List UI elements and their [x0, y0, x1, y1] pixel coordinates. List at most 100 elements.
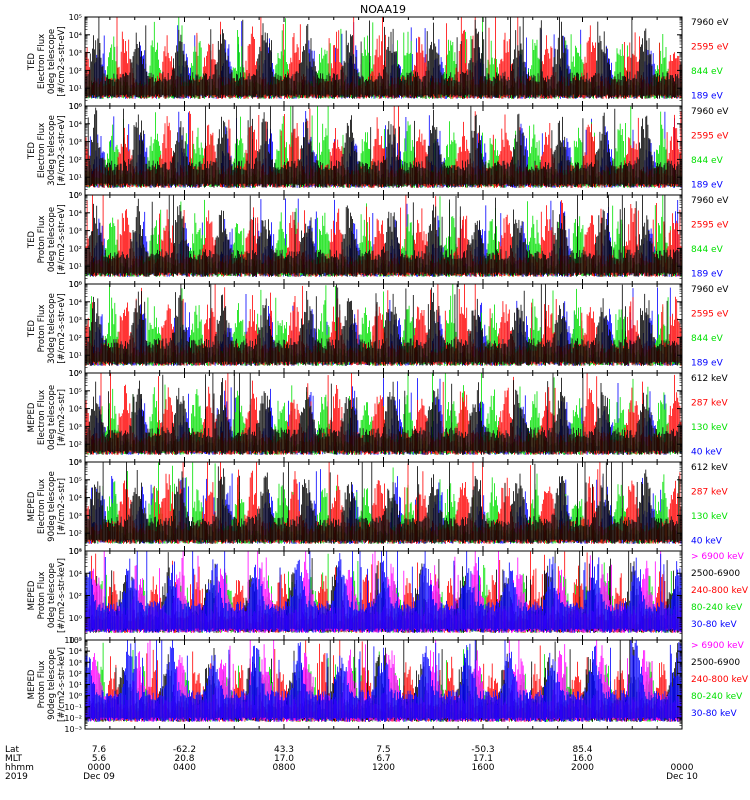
y-tick-label: 10⁴ — [69, 31, 82, 40]
y-tick-label: 10⁶ — [69, 458, 82, 467]
legend-entry: 80-240 keV — [691, 692, 743, 702]
y-tick-label: 10¹ — [69, 84, 82, 93]
x-lat-label: 85.4 — [572, 745, 592, 755]
legend-entry: 40 keV — [691, 448, 723, 458]
y-axis-label: TED — [27, 319, 37, 338]
y-tick-label: 10¹ — [69, 262, 82, 271]
y-axis-label: Proton Flux — [37, 305, 47, 353]
x-mlt-label: 17.1 — [473, 754, 493, 764]
y-tick-label: 10² — [69, 592, 82, 601]
legend-entry: 287 keV — [691, 488, 728, 498]
panel-ted-p-90: 10⁰ 10¹ 10² 10³ 10⁴ 10⁵ TED Proton Flux 30deg te… — [27, 280, 729, 378]
y-tick-label: 10³ — [69, 511, 82, 520]
y-tick-label: 10² — [69, 66, 82, 75]
legend-entry: > 6900 keV — [691, 552, 745, 562]
x-mlt-label: 17.0 — [274, 754, 294, 764]
y-tick-label: 10⁴ — [69, 120, 82, 129]
y-tick-label: 10¹ — [69, 458, 82, 467]
y-axis-label: MEPED — [27, 669, 37, 699]
y-axis-label: 90deg telescope — [47, 471, 57, 542]
x-mlt-label: 20.8 — [174, 754, 194, 764]
y-tick-label: 10⁰ — [69, 102, 82, 111]
legend-entry: 240-800 keV — [691, 675, 749, 685]
series-trace — [84, 640, 682, 722]
x-hhmm-label: 0000 — [671, 763, 694, 773]
y-tick-label: 10⁶ — [69, 369, 82, 378]
y-axis-label: 90deg telescope — [47, 649, 57, 720]
y-axis-label: [#/cm2-s-str-eV] — [57, 26, 67, 96]
y-axis-label: MEPED — [27, 402, 37, 432]
y-tick-label: 10² — [69, 244, 82, 253]
y-axis-label: [#/cm2-s-str] — [57, 389, 67, 446]
y-axis-label: TED — [27, 52, 37, 71]
x-hhmm-label: 2000 — [571, 763, 594, 773]
y-tick-label: 10⁴ — [69, 209, 82, 218]
y-tick-label: 10⁵ — [69, 476, 82, 485]
panel-traces — [84, 106, 682, 188]
y-tick-label: 10⁵ — [69, 280, 82, 289]
chart-title: NOAA19 — [360, 3, 406, 16]
y-tick-label: 10³ — [69, 422, 82, 431]
y-tick-label: 10⁵ — [69, 636, 82, 645]
y-tick-label: 10⁻² — [64, 714, 82, 723]
y-axis-label: Electron Flux — [37, 34, 47, 89]
y-tick-label: 10² — [69, 155, 82, 164]
legend-entry: 2500-6900 — [691, 658, 740, 668]
x-hhmm-label: 0400 — [173, 763, 196, 773]
legend-entry: 2595 eV — [691, 43, 729, 53]
panel-meped-p-0: 10⁻² 10⁰ 10² 10⁴ 10⁶ MEPED Proton Flux 0deg tel… — [27, 547, 749, 645]
legend-entry: 240-800 keV — [691, 586, 749, 596]
legend-entry: 30-80 keV — [691, 709, 737, 719]
y-axis-label: Electron Flux — [37, 390, 47, 445]
panel-traces — [84, 640, 682, 722]
y-axis-label: TED — [27, 141, 37, 160]
x-lat-label: -50.3 — [471, 745, 494, 755]
y-axis-label: [#/cm2-s-str-eV] — [57, 115, 67, 185]
legend-entry: 130 keV — [691, 423, 728, 433]
legend-entry: 80-240 keV — [691, 603, 743, 613]
x-hhmm-label: 0000 — [88, 763, 111, 773]
y-axis-label: [#/cm2-s-str-eV] — [57, 293, 67, 363]
panel-traces — [84, 195, 682, 277]
panel-ted-e-0: 10⁰ 10¹ 10² 10³ 10⁴ 10⁵ TED Electron Flux 0deg t… — [27, 13, 729, 111]
legend-entry: 612 keV — [691, 374, 728, 384]
y-axis-label: 0deg telescope — [47, 207, 57, 272]
y-axis-label: Electron Flux — [37, 123, 47, 178]
panel-traces — [84, 373, 682, 455]
y-axis-label: MEPED — [27, 580, 37, 610]
y-tick-label: 10⁻¹ — [64, 703, 82, 712]
y-axis-label: 0deg telescope — [47, 29, 57, 94]
y-tick-label: 10³ — [69, 49, 82, 58]
x-hhmm-label: 1200 — [372, 763, 395, 773]
y-tick-label: 10¹ — [69, 547, 82, 556]
y-tick-label: 10³ — [69, 227, 82, 236]
panel-meped-e-0: 10¹ 10² 10³ 10⁴ 10⁵ 10⁶ MEPED Electron Flux 0deg… — [27, 369, 728, 467]
y-tick-label: 10² — [69, 333, 82, 342]
legend-entry: 130 keV — [691, 512, 728, 522]
x-mlt-label: 16.0 — [572, 754, 592, 764]
panel-traces — [84, 17, 682, 99]
series-trace — [84, 551, 682, 633]
y-axis-label: 30deg telescope — [47, 115, 57, 186]
y-tick-label: 10⁰ — [69, 692, 82, 701]
x-mlt-label: 5.6 — [92, 754, 107, 764]
y-tick-label: 10³ — [69, 316, 82, 325]
x-mlt-label: 6.7 — [376, 754, 390, 764]
x-date-label: Dec 10 — [666, 772, 698, 782]
y-tick-label: 10⁰ — [69, 369, 82, 378]
y-tick-label: 10⁻² — [64, 636, 82, 645]
y-tick-label: 10³ — [69, 658, 82, 667]
y-tick-label: 10⁰ — [69, 191, 82, 200]
y-axis-label: [#/cm2-s-str-keV] — [57, 558, 67, 633]
x-row-label: Lat — [5, 745, 20, 755]
y-axis-label: Electron Flux — [37, 479, 47, 534]
legend-entry: 844 eV — [691, 156, 724, 166]
panel-ted-e-90: 10⁰ 10¹ 10² 10³ 10⁴ 10⁵ TED Electron Flux 30deg … — [27, 102, 729, 200]
panel-traces — [84, 284, 682, 366]
y-tick-label: 10⁵ — [69, 102, 82, 111]
y-tick-label: 10⁵ — [69, 387, 82, 396]
panel-meped-p-90: 10⁻³ 10⁻² 10⁻¹ 10⁰ 10¹ 10² 10³ 10⁴ 10⁵ MEPED Proto… — [27, 636, 749, 734]
x-row-label: MLT — [5, 754, 23, 764]
